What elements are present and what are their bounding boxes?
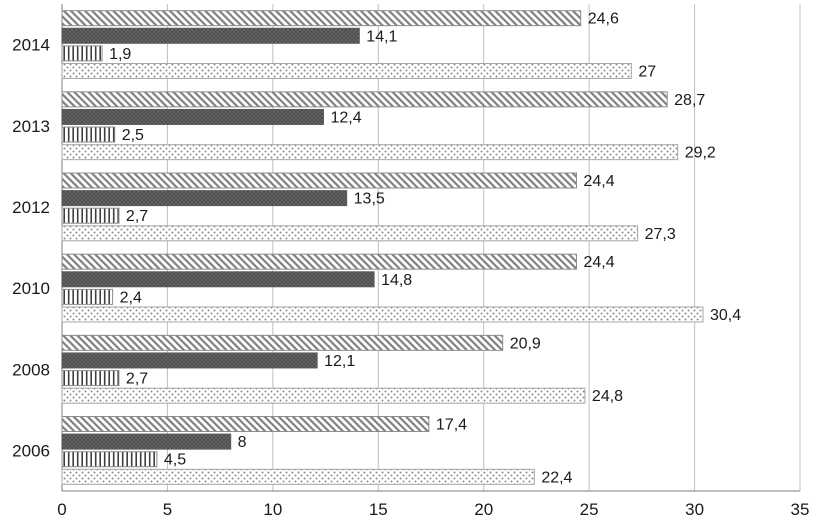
x-tick-label: 30 — [685, 500, 704, 519]
bar-value-label: 24,4 — [583, 173, 614, 190]
bar-value-label: 12,1 — [324, 353, 355, 370]
bar-value-label: 2,4 — [120, 289, 142, 306]
bar-value-label: 13,5 — [354, 191, 385, 208]
bar-value-label: 24,8 — [592, 388, 623, 405]
bar-value-label: 4,5 — [164, 452, 186, 469]
bar-dotted — [61, 144, 679, 161]
bar-dark-crosshatch — [61, 352, 318, 369]
x-tick-label: 20 — [474, 500, 493, 519]
bar-dotted — [61, 387, 586, 404]
bar-value-label: 27,3 — [645, 226, 676, 243]
bar-diagonal-hatch — [61, 253, 577, 270]
x-tick-label: 5 — [163, 500, 172, 519]
bar-value-label: 20,9 — [510, 335, 541, 352]
x-tick-label: 25 — [580, 500, 599, 519]
bar-vertical-lines — [61, 45, 103, 62]
bar-diagonal-hatch — [61, 334, 504, 351]
bar-value-label: 2,5 — [122, 127, 144, 144]
bar-dotted — [61, 468, 535, 485]
bar-value-label: 14,8 — [381, 272, 412, 289]
bar-dotted — [61, 306, 704, 323]
bar-vertical-lines — [61, 370, 120, 387]
bar-dark-crosshatch — [61, 271, 375, 288]
y-tick-label: 2010 — [12, 279, 50, 298]
x-tick-label: 0 — [57, 500, 66, 519]
x-tick-label: 10 — [263, 500, 282, 519]
bar-diagonal-hatch — [61, 91, 668, 108]
y-tick-label: 2012 — [12, 198, 50, 217]
bar-vertical-lines — [61, 207, 120, 224]
bar-value-label: 24,4 — [583, 254, 614, 271]
bar-value-label: 12,4 — [330, 109, 361, 126]
bar-value-label: 27 — [638, 63, 656, 80]
bar-value-label: 17,4 — [436, 417, 467, 434]
bar-vertical-lines — [61, 288, 114, 305]
y-tick-label: 2006 — [12, 441, 50, 460]
y-tick-label: 2014 — [12, 36, 50, 55]
bar-value-label: 29,2 — [685, 145, 716, 162]
bar-value-label: 24,6 — [588, 11, 619, 28]
bar-value-label: 1,9 — [109, 46, 131, 63]
x-tick-label: 15 — [369, 500, 388, 519]
bar-value-label: 22,4 — [541, 469, 572, 486]
plot-area: 0 5 10 15 20 25 30 35 2014 24,6 14,1 1,9 27 2013 28,7 1… — [12, 4, 809, 519]
x-tick-label: 35 — [791, 500, 810, 519]
bar-value-label: 14,1 — [366, 28, 397, 45]
bar-diagonal-hatch — [61, 10, 582, 27]
bar-dark-crosshatch — [61, 190, 348, 207]
bar-vertical-lines — [61, 126, 116, 143]
bar-diagonal-hatch — [61, 416, 430, 433]
bar-value-label: 8 — [238, 434, 247, 451]
bar-diagonal-hatch — [61, 172, 577, 189]
y-tick-label: 2008 — [12, 360, 50, 379]
bar-value-label: 28,7 — [674, 92, 705, 109]
y-tick-label: 2013 — [12, 117, 50, 136]
bar-dotted — [61, 62, 632, 79]
bar-value-label: 2,7 — [126, 208, 148, 225]
bar-dark-crosshatch — [61, 27, 360, 44]
bar-value-label: 2,7 — [126, 371, 148, 388]
bar-value-label: 30,4 — [710, 307, 741, 324]
bar-dark-crosshatch — [61, 108, 324, 125]
bar-vertical-lines — [61, 451, 158, 468]
bar-dark-crosshatch — [61, 433, 232, 450]
bar-dotted — [61, 225, 639, 242]
